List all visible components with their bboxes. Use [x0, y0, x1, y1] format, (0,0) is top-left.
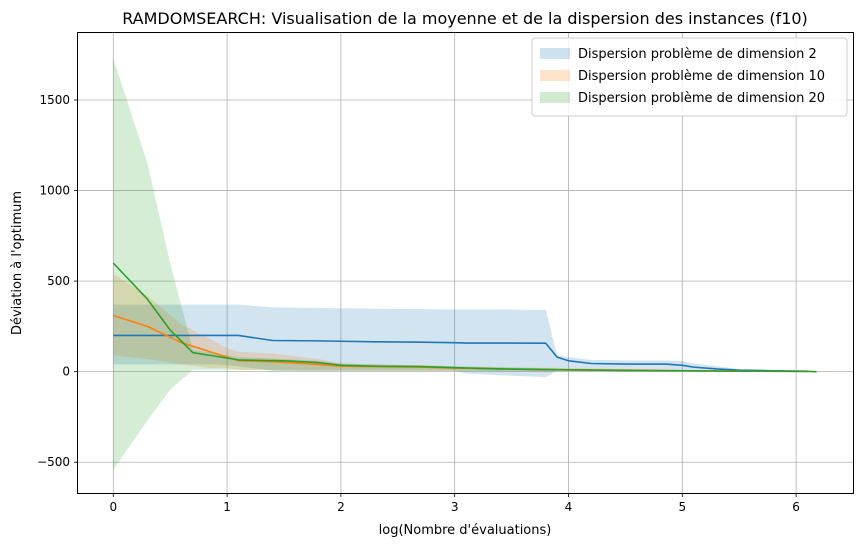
dispersion-bands	[113, 58, 817, 470]
y-tick-label: −500	[37, 455, 70, 469]
legend: Dispersion problème de dimension 2 Disper…	[531, 37, 848, 117]
dispersion-band-2	[113, 58, 817, 470]
y-tick-label: 1500	[39, 93, 70, 107]
x-tick-label: 3	[451, 500, 459, 514]
mean-lines	[112, 262, 817, 373]
x-tick-label: 0	[109, 500, 117, 514]
legend-swatch-0	[540, 48, 570, 59]
y-tick-label: 500	[47, 274, 70, 288]
y-tick-label: 0	[62, 365, 70, 379]
y-axis-label: Déviation à l'optimum	[10, 191, 25, 335]
x-tick-label: 1	[223, 500, 231, 514]
legend-label-0: Dispersion problème de dimension 2	[578, 47, 817, 62]
legend-swatch-1	[540, 70, 570, 81]
dispersion-band-1	[113, 273, 808, 372]
dispersion-band-0	[113, 304, 808, 378]
chart-title: RAMDOMSEARCH: Visualisation de la moyenn…	[122, 9, 808, 28]
mean-line-0	[113, 334, 808, 372]
mean-line-2	[112, 262, 817, 373]
x-axis-label: log(Nombre d'évaluations)	[379, 523, 552, 538]
legend-swatch-2	[540, 92, 570, 103]
y-tick-label: 1000	[39, 184, 70, 198]
x-tick-label: 5	[678, 500, 686, 514]
x-tick-label: 4	[565, 500, 573, 514]
plot-frame	[77, 32, 854, 494]
legend-label-1: Dispersion problème de dimension 10	[578, 69, 825, 84]
axis-ticks: 0 1 2 3 4 5 6 −500 0 500 1000 1500	[37, 93, 800, 514]
legend-box	[531, 37, 848, 117]
grid	[78, 33, 853, 493]
legend-label-2: Dispersion problème de dimension 20	[578, 91, 825, 106]
x-tick-label: 6	[792, 500, 800, 514]
x-tick-label: 2	[337, 500, 345, 514]
